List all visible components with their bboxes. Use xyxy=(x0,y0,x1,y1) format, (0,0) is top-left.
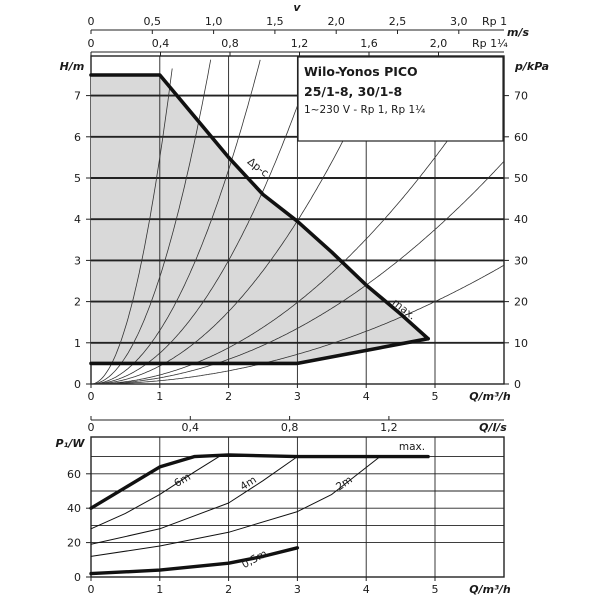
flow-ls-tick-label: 1,2 xyxy=(380,421,398,434)
info-box-title: Wilo-Yonos PICO xyxy=(304,64,418,79)
velocity-tick-label-rp1: 2,0 xyxy=(327,15,345,28)
velocity-tick-label-rp114: 1,2 xyxy=(291,37,309,50)
power-y-tick-label: 0 xyxy=(74,571,81,584)
system-curve xyxy=(91,61,382,385)
system-curve xyxy=(90,68,173,385)
power-chart xyxy=(90,436,505,578)
power-05m-label: 0,5m xyxy=(240,548,269,571)
power-curve-2m xyxy=(90,456,381,557)
power-y-tick-label: 60 xyxy=(67,468,81,481)
y-tick-label: 6 xyxy=(74,131,81,144)
y-right-tick-label: 10 xyxy=(514,337,528,350)
power-y-axis-title: P₁/W xyxy=(55,437,85,450)
velocity-tick-label-rp1: 0,5 xyxy=(144,15,162,28)
y-right-tick-label: 70 xyxy=(514,90,528,103)
power-curve-6m xyxy=(90,454,223,530)
velocity-tick-label-rp114: 2,0 xyxy=(430,37,448,50)
power-max-label: max. xyxy=(399,441,425,453)
power-x-tick-label: 0 xyxy=(88,583,95,596)
x-tick-label: 1 xyxy=(156,390,163,403)
y-tick-label: 5 xyxy=(74,172,81,185)
system-curve xyxy=(91,59,212,385)
y-tick-label: 1 xyxy=(74,337,81,350)
y-right-tick-label: 40 xyxy=(514,213,528,226)
power-x-tick-label: 5 xyxy=(432,583,439,596)
system-curve xyxy=(91,59,315,385)
power-y-tick-label: 20 xyxy=(67,537,81,550)
system-curve xyxy=(91,161,505,385)
x-tick-label: 4 xyxy=(363,390,370,403)
x-axis-title: Q/m³/h xyxy=(469,390,511,403)
power-x-tick-label: 1 xyxy=(156,583,163,596)
power-x-tick-label: 3 xyxy=(294,583,301,596)
y-tick-label: 4 xyxy=(74,213,81,226)
flow-ls-axis-title: Q/l/s xyxy=(479,421,507,434)
y-tick-label: 2 xyxy=(74,296,81,309)
power-x-axis-title: Q/m³/h xyxy=(469,583,511,596)
system-curve xyxy=(91,59,503,385)
dp-c-label: Δp-c xyxy=(245,156,271,180)
info-box xyxy=(297,56,504,142)
power-curve-max xyxy=(89,453,430,510)
velocity-tick-label-rp1: 1,5 xyxy=(266,15,284,28)
power-x-tick-label: 2 xyxy=(225,583,232,596)
power-4m-label: 4m xyxy=(238,474,259,493)
flow-ls-tick-label: 0 xyxy=(88,421,95,434)
y-right-tick-label: 30 xyxy=(514,254,528,267)
flow-ls-tick-label: 0,4 xyxy=(182,421,200,434)
x-tick-label: 3 xyxy=(294,390,301,403)
velocity-axis-title: v xyxy=(293,1,301,14)
y-axis-title: H/m xyxy=(60,60,85,73)
power-x-tick-label: 4 xyxy=(363,583,370,596)
max-curve xyxy=(89,73,430,341)
velocity-tick-label-rp114: 1,6 xyxy=(360,37,378,50)
x-tick-label: 0 xyxy=(88,390,95,403)
y-tick-label: 7 xyxy=(74,90,81,103)
velocity-tick-label-rp1: 1,0 xyxy=(205,15,223,28)
y-right-tick-label: 60 xyxy=(514,131,528,144)
rp1-label: Rp 1 xyxy=(482,15,507,28)
y-right-axis-title: p/kPa xyxy=(514,60,549,73)
x-tick-label: 2 xyxy=(225,390,232,403)
y-right-tick-label: 50 xyxy=(514,172,528,185)
velocity-tick-label-rp1: 3,0 xyxy=(450,15,468,28)
velocity-tick-label-rp114: 0,8 xyxy=(221,37,239,50)
y-right-tick-label: 0 xyxy=(514,378,521,391)
power-y-tick-label: 40 xyxy=(67,502,81,515)
velocity-unit: m/s xyxy=(507,26,529,39)
y-tick-label: 0 xyxy=(74,378,81,391)
power-curve-05m xyxy=(89,546,300,576)
info-box-subtitle: 1~230 V - Rp 1, Rp 1¼ xyxy=(304,104,425,116)
y-tick-label: 3 xyxy=(74,254,81,267)
flow-ls-tick-label: 0,8 xyxy=(281,421,299,434)
power-curve-4m xyxy=(90,456,298,545)
velocity-tick-label-rp114: 0,4 xyxy=(152,37,170,50)
min-curve xyxy=(89,336,430,366)
x-tick-label: 5 xyxy=(432,390,439,403)
rp114-label: Rp 1¼ xyxy=(472,37,508,50)
y-right-tick-label: 20 xyxy=(514,296,528,309)
velocity-tick-label-rp1: 0 xyxy=(88,15,95,28)
head-chart xyxy=(90,55,505,385)
system-curve xyxy=(91,264,504,385)
velocity-tick-label-rp1: 2,5 xyxy=(389,15,407,28)
velocity-tick-label-rp114: 0 xyxy=(88,37,95,50)
info-box-models: 25/1-8, 30/1-8 xyxy=(304,84,402,99)
